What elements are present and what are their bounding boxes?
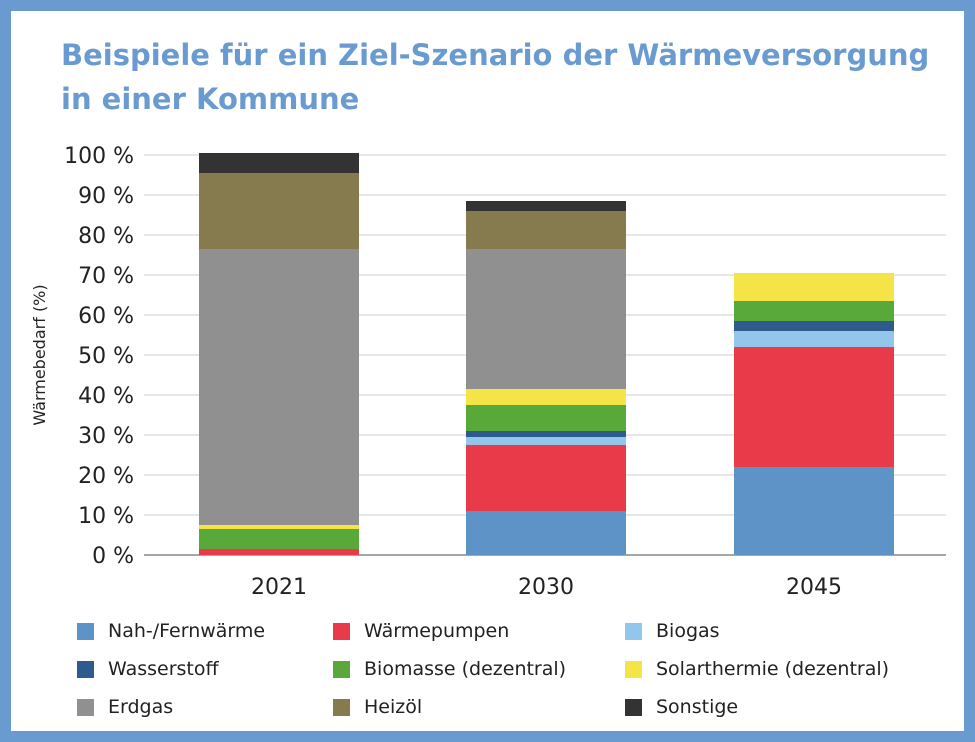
bar-segment — [199, 173, 359, 249]
x-tick-label: 2030 — [518, 575, 574, 600]
bar-segment — [199, 153, 359, 173]
y-tick-label: 100 % — [64, 144, 134, 169]
legend-swatch — [625, 698, 642, 716]
legend-item: Wasserstoff — [77, 655, 219, 683]
y-tick-label: 30 % — [78, 424, 134, 449]
stacked-bar-chart: 0 % 10 % 20 % 30 % 40 % 50 % 60 % 70 % 80 % 90 % 1… — [30, 144, 946, 600]
legend-item: Sonstige — [625, 693, 738, 721]
bar-segment — [466, 405, 626, 431]
bar-segment — [734, 273, 894, 301]
legend-label: Nah-/Fernwärme — [108, 620, 266, 642]
bar-segment — [466, 445, 626, 511]
legend-item: Heizöl — [333, 693, 422, 721]
legend-swatch — [333, 622, 350, 640]
legend-swatch — [77, 698, 94, 716]
legend-label: Solarthermie (dezentral) — [656, 658, 890, 680]
legend-swatch — [333, 660, 350, 678]
bar-segment — [734, 331, 894, 347]
chart-legend: Nah-/Fernwärme Wärmepumpen Biogas Wassersto… — [77, 617, 957, 729]
bar-segment — [466, 389, 626, 405]
y-tick-label: 60 % — [78, 304, 134, 329]
bar-segment — [734, 321, 894, 331]
legend-label: Heizöl — [364, 696, 423, 718]
bar-segment — [466, 431, 626, 437]
legend-swatch — [625, 660, 642, 678]
chart-card: Beispiele für ein Ziel-Szenario der Wärm… — [11, 11, 964, 731]
bar-segment — [734, 467, 894, 555]
y-tick-label: 10 % — [78, 504, 134, 529]
y-tick-label: 40 % — [78, 384, 134, 409]
bar-segment — [199, 525, 359, 529]
y-tick-label: 70 % — [78, 264, 134, 289]
bar-segment — [199, 249, 359, 525]
legend-item: Biogas — [625, 617, 720, 645]
y-axis-label: Wärmebedarf (%) — [30, 284, 49, 425]
legend-label: Sonstige — [656, 696, 739, 718]
bar-segment — [466, 437, 626, 445]
bar-segment — [466, 249, 626, 389]
bar-segment — [466, 211, 626, 249]
y-tick-label: 90 % — [78, 184, 134, 209]
bar-segment — [466, 511, 626, 555]
legend-swatch — [333, 698, 350, 716]
legend-label: Erdgas — [108, 696, 174, 718]
legend-swatch — [625, 622, 642, 640]
legend-item: Wärmepumpen — [333, 617, 509, 645]
bar-segment — [734, 347, 894, 467]
chart-title: Beispiele für ein Ziel-Szenario der Wärm… — [61, 38, 930, 116]
y-tick-label: 80 % — [78, 224, 134, 249]
x-tick-label: 2045 — [786, 575, 842, 600]
x-tick-label: 2021 — [251, 575, 307, 600]
y-tick-label: 0 % — [92, 544, 134, 569]
legend-label: Wasserstoff — [108, 658, 219, 680]
legend-label: Biomasse (dezentral) — [364, 658, 567, 680]
legend-swatch — [77, 622, 94, 640]
legend-label: Wärmepumpen — [364, 620, 510, 642]
y-tick-label: 50 % — [78, 344, 134, 369]
legend-item: Erdgas — [77, 693, 173, 721]
bar-segment — [199, 549, 359, 555]
legend-swatch — [77, 660, 94, 678]
bar-segment — [734, 301, 894, 321]
bar-segment — [199, 529, 359, 549]
legend-item: Nah-/Fernwärme — [77, 617, 265, 645]
legend-label: Biogas — [656, 620, 720, 642]
bar-segment — [466, 201, 626, 211]
legend-item: Solarthermie (dezentral) — [625, 655, 889, 683]
legend-item: Biomasse (dezentral) — [333, 655, 566, 683]
y-tick-label: 20 % — [78, 464, 134, 489]
